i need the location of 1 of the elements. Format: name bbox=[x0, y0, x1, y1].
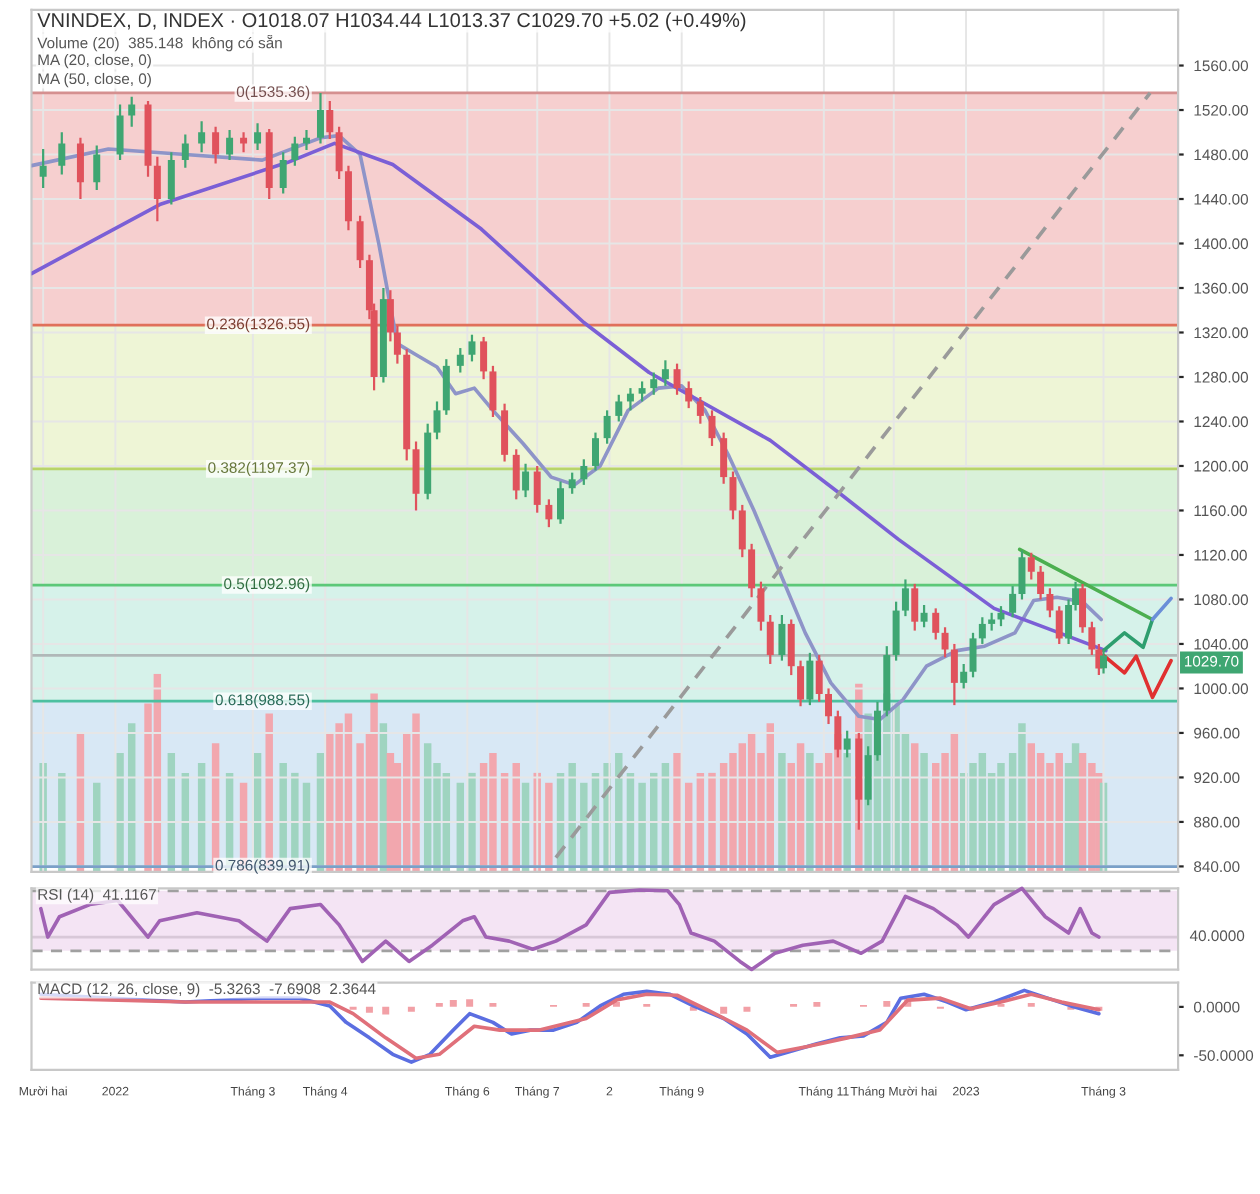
chart-title: VNINDEX, D, INDEX · O1018.07 H1034.44 L1013.37 C1029.70 +5.02 (+0.49%) bbox=[37, 12, 746, 32]
